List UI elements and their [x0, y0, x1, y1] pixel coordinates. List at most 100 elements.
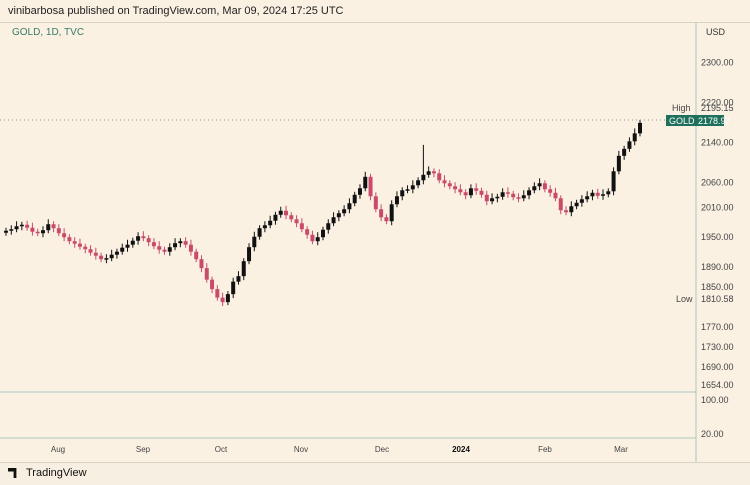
candle-body	[178, 241, 183, 244]
time-axis-label: Aug	[51, 445, 65, 454]
candle-body	[284, 210, 289, 216]
candle-body	[99, 255, 104, 260]
candle-body	[632, 133, 637, 142]
candle-body	[516, 197, 521, 199]
candle-body	[331, 217, 336, 224]
tradingview-logo[interactable]: TradingView	[8, 467, 87, 479]
candle-body	[579, 199, 584, 203]
low-label: Low	[676, 294, 693, 304]
candle-body	[194, 251, 199, 260]
candle-body	[310, 234, 315, 242]
candle-body	[215, 289, 220, 298]
price-tick-label: 1654.00	[701, 380, 734, 390]
candle-body	[72, 241, 77, 244]
candle-body	[500, 192, 505, 197]
candle-body	[268, 220, 273, 226]
candle-body	[56, 228, 61, 234]
candle-body	[421, 174, 426, 181]
candle-body	[569, 206, 574, 213]
candle-body	[521, 195, 526, 199]
candle-body	[252, 236, 257, 248]
candle-body	[225, 294, 230, 303]
candle-body	[88, 249, 93, 253]
candle-body	[564, 210, 569, 213]
candle-body	[9, 229, 14, 231]
candle-body	[606, 191, 611, 195]
candle-body	[141, 236, 146, 239]
candle-body	[30, 227, 35, 232]
candle-body	[368, 176, 373, 197]
candle-body	[416, 180, 421, 186]
candle-body	[262, 225, 267, 229]
candle-body	[162, 249, 167, 252]
time-axis-label: Dec	[375, 445, 389, 454]
candle-body	[35, 231, 40, 234]
candle-body	[236, 276, 241, 282]
candle-body	[173, 243, 178, 248]
candle-body	[62, 233, 67, 238]
candle-body	[638, 122, 642, 134]
candlestick-series	[4, 119, 642, 307]
candle-body	[315, 237, 320, 242]
price-tick-label: 2300.00	[701, 57, 734, 67]
candle-body	[321, 229, 325, 238]
candle-body	[67, 237, 72, 242]
price-tick-label: 2060.00	[701, 177, 734, 187]
price-tick-label: 2220.00	[701, 97, 734, 107]
footer-brand: TradingView	[26, 467, 87, 479]
symbol-legend[interactable]: GOLD, 1D, TVC	[12, 27, 85, 38]
candle-body	[532, 186, 537, 191]
candle-body	[204, 268, 209, 280]
candle-body	[278, 210, 283, 215]
candle-body	[447, 183, 452, 187]
candle-body	[188, 244, 193, 252]
currency-label: USD	[706, 27, 726, 37]
candle-body	[4, 230, 8, 233]
time-axis-label: Sep	[136, 445, 151, 454]
candle-body	[120, 247, 125, 252]
time-axis-labels: Aug Sep Oct Nov Dec 2024 Feb Mar	[51, 445, 628, 454]
candle-body	[542, 183, 547, 190]
candle-body	[336, 213, 341, 218]
time-axis-label: Nov	[294, 445, 308, 454]
candle-body	[558, 198, 563, 211]
candle-body	[611, 171, 616, 192]
candle-body	[474, 188, 479, 191]
last-symbol: GOLD	[669, 116, 695, 126]
price-tick-label: 1890.00	[701, 262, 734, 272]
candle-body	[458, 189, 463, 193]
candle-body	[357, 188, 362, 195]
low-marker: Low 1810.58	[676, 294, 734, 304]
candle-body	[595, 192, 600, 196]
indicator-tick-label: 20.00	[701, 429, 724, 439]
low-value: 1810.58	[701, 294, 734, 304]
candle-body	[389, 204, 394, 222]
candle-body	[384, 217, 389, 222]
candle-body	[627, 141, 632, 149]
candle-body	[616, 155, 621, 172]
indicator-tick-label: 100.00	[701, 395, 729, 405]
candle-body	[622, 148, 627, 156]
candle-body	[19, 224, 24, 227]
candle-body	[453, 186, 458, 190]
time-axis-label: 2024	[452, 445, 470, 454]
candle-body	[294, 219, 299, 224]
candle-body	[231, 281, 236, 295]
candle-body	[25, 224, 30, 228]
candle-body	[157, 246, 162, 250]
candle-body	[463, 192, 468, 196]
candle-body	[405, 189, 410, 191]
price-tick-label: 1690.00	[701, 362, 734, 372]
candle-body	[437, 173, 442, 181]
candle-body	[83, 246, 88, 250]
candle-body	[14, 226, 19, 230]
time-axis-label: Feb	[538, 445, 552, 454]
last-price-value: 2178.97	[698, 116, 731, 126]
candle-body	[479, 190, 484, 195]
candle-body	[511, 193, 516, 198]
candle-body	[527, 190, 532, 196]
candle-body	[146, 238, 151, 243]
candle-body	[46, 224, 51, 231]
candle-body	[537, 183, 542, 187]
